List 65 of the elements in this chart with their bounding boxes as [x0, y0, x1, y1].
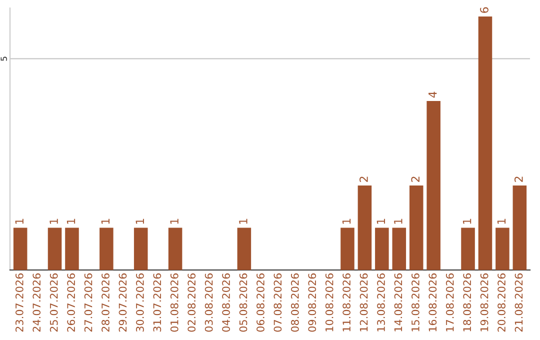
x-tick-label: 10.08.2026	[325, 273, 334, 332]
x-tick-label: 17.08.2026	[446, 273, 454, 332]
data-label: 1	[239, 218, 248, 224]
bar	[392, 228, 406, 270]
bar	[65, 228, 79, 270]
x-tick-label: 28.07.2026	[102, 273, 110, 332]
data-label: 1	[15, 218, 24, 224]
bar	[134, 228, 148, 270]
x-tick-label: 14.08.2026	[394, 273, 402, 332]
x-tick-label: 26.07.2026	[67, 273, 76, 332]
data-label: 1	[462, 218, 472, 224]
bar	[461, 228, 475, 270]
data-label: 1	[497, 218, 506, 224]
x-tick-label: 21.08.2026	[514, 273, 523, 332]
data-label: 1	[66, 218, 76, 224]
bar	[496, 228, 510, 270]
x-tick-label: 02.08.2026	[188, 273, 196, 332]
data-label: 1	[136, 218, 144, 224]
x-tick-label: 24.07.2026	[32, 273, 41, 332]
data-label: 2	[411, 176, 420, 182]
x-tick-label: 30.07.2026	[136, 273, 144, 332]
x-tick-label: 18.08.2026	[463, 273, 472, 332]
data-label: 1	[342, 218, 351, 224]
x-tick-label: 12.08.2026	[360, 273, 368, 332]
x-tick-label: 03.08.2026	[204, 273, 213, 332]
bar	[100, 228, 114, 270]
bar	[13, 228, 28, 270]
bar	[478, 16, 492, 270]
bar	[375, 228, 389, 270]
x-tick-label: 29.07.2026	[118, 273, 127, 332]
x-tick-label: 15.08.2026	[412, 273, 420, 332]
y-tick-label: 5	[0, 56, 7, 61]
data-label: 2	[360, 176, 368, 182]
x-tick-label: 09.08.2026	[308, 273, 316, 332]
bar	[237, 228, 252, 270]
x-tick-label: 23.07.2026	[15, 273, 24, 332]
data-label: 4	[428, 92, 437, 98]
x-tick-label: 07.08.2026	[274, 273, 282, 332]
data-label: 1	[394, 218, 402, 224]
data-label: 1	[170, 218, 178, 224]
x-tick-label: 08.08.2026	[290, 273, 299, 332]
data-label: 1	[101, 218, 110, 224]
bar	[512, 185, 527, 270]
x-tick-label: 25.07.2026	[50, 273, 58, 332]
x-tick-label: 05.08.2026	[239, 273, 248, 332]
x-tick-label: 06.08.2026	[256, 273, 264, 332]
bar	[48, 228, 62, 270]
x-tick-label: 16.08.2026	[428, 273, 437, 332]
x-tick-label: 04.08.2026	[222, 273, 230, 332]
x-tick-label: 27.07.2026	[84, 273, 92, 332]
x-tick-label: 19.08.2026	[480, 273, 488, 332]
bar	[340, 228, 354, 270]
x-tick-label: 31.07.2026	[153, 273, 162, 332]
bar	[426, 100, 440, 270]
data-label: 6	[480, 7, 488, 13]
x-tick-label: 13.08.2026	[377, 273, 385, 332]
x-tick-label: 01.08.2026	[170, 273, 178, 332]
bar	[168, 228, 182, 270]
data-label: 1	[50, 218, 58, 224]
bar	[409, 185, 424, 270]
data-label: 1	[376, 218, 385, 224]
x-tick-label: 11.08.2026	[342, 273, 351, 332]
bar	[358, 185, 372, 270]
x-tick-label: 20.08.2026	[498, 273, 506, 332]
data-label: 2	[514, 176, 523, 182]
